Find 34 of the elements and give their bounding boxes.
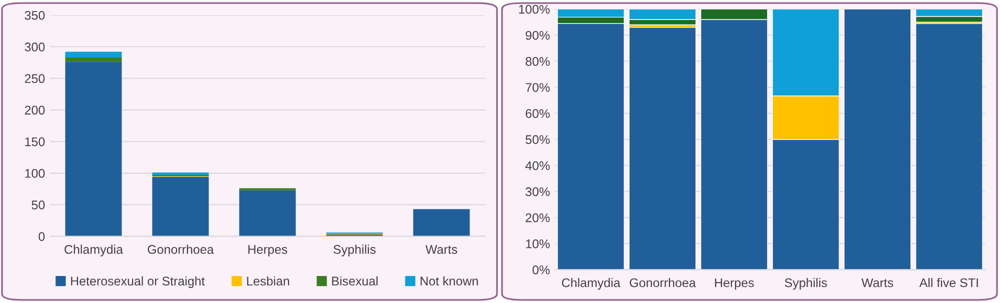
y-tick-label: 350 — [24, 10, 45, 20]
y-tick-label: 30% — [526, 187, 550, 196]
x-tick-label: Warts — [425, 245, 458, 254]
y-tick-label: 20% — [526, 213, 550, 222]
y-tick-label: 60% — [526, 109, 550, 118]
x-tick-label: Gonorrhoea — [148, 244, 214, 254]
x-tick-label: Warts — [861, 278, 894, 288]
y-tick-label: 100% — [519, 4, 550, 14]
y-tick-label: 80% — [526, 57, 550, 66]
y-tick-label: 100 — [25, 168, 45, 178]
y-tick-label: 50 — [32, 200, 45, 210]
x-tick-label: Gonorrhoea — [630, 278, 696, 288]
y-tick-label: 300 — [24, 42, 45, 52]
y-tick-label: 70% — [526, 83, 550, 92]
x-tick-label: Chlamydia — [562, 278, 620, 290]
y-tick-label: 50% — [526, 135, 550, 144]
x-tick-label: All five STI — [919, 278, 978, 288]
legend-label: Lesbian — [247, 276, 290, 286]
x-tick-label: Syphilis — [784, 278, 827, 290]
x-tick-label: Chlamydia — [64, 244, 124, 256]
x-tick-label: Herpes — [248, 245, 288, 256]
legend-label: Heterosexual or Straight — [71, 276, 205, 288]
x-tick-label: Syphilis — [334, 244, 376, 256]
y-tick-label: 90% — [526, 30, 550, 40]
y-tick-label: 0% — [532, 265, 550, 274]
y-tick-label: 250 — [24, 74, 45, 83]
y-tick-label: 200 — [24, 106, 45, 115]
y-tick-label: 40% — [525, 161, 550, 170]
legend-label: Not known — [420, 276, 478, 286]
y-tick-label: 150 — [25, 137, 45, 146]
legend-label: Bisexual — [332, 276, 378, 286]
y-tick-label: 0 — [38, 232, 45, 241]
y-tick-label: 10% — [526, 239, 550, 248]
x-tick-label: Herpes — [715, 278, 754, 290]
